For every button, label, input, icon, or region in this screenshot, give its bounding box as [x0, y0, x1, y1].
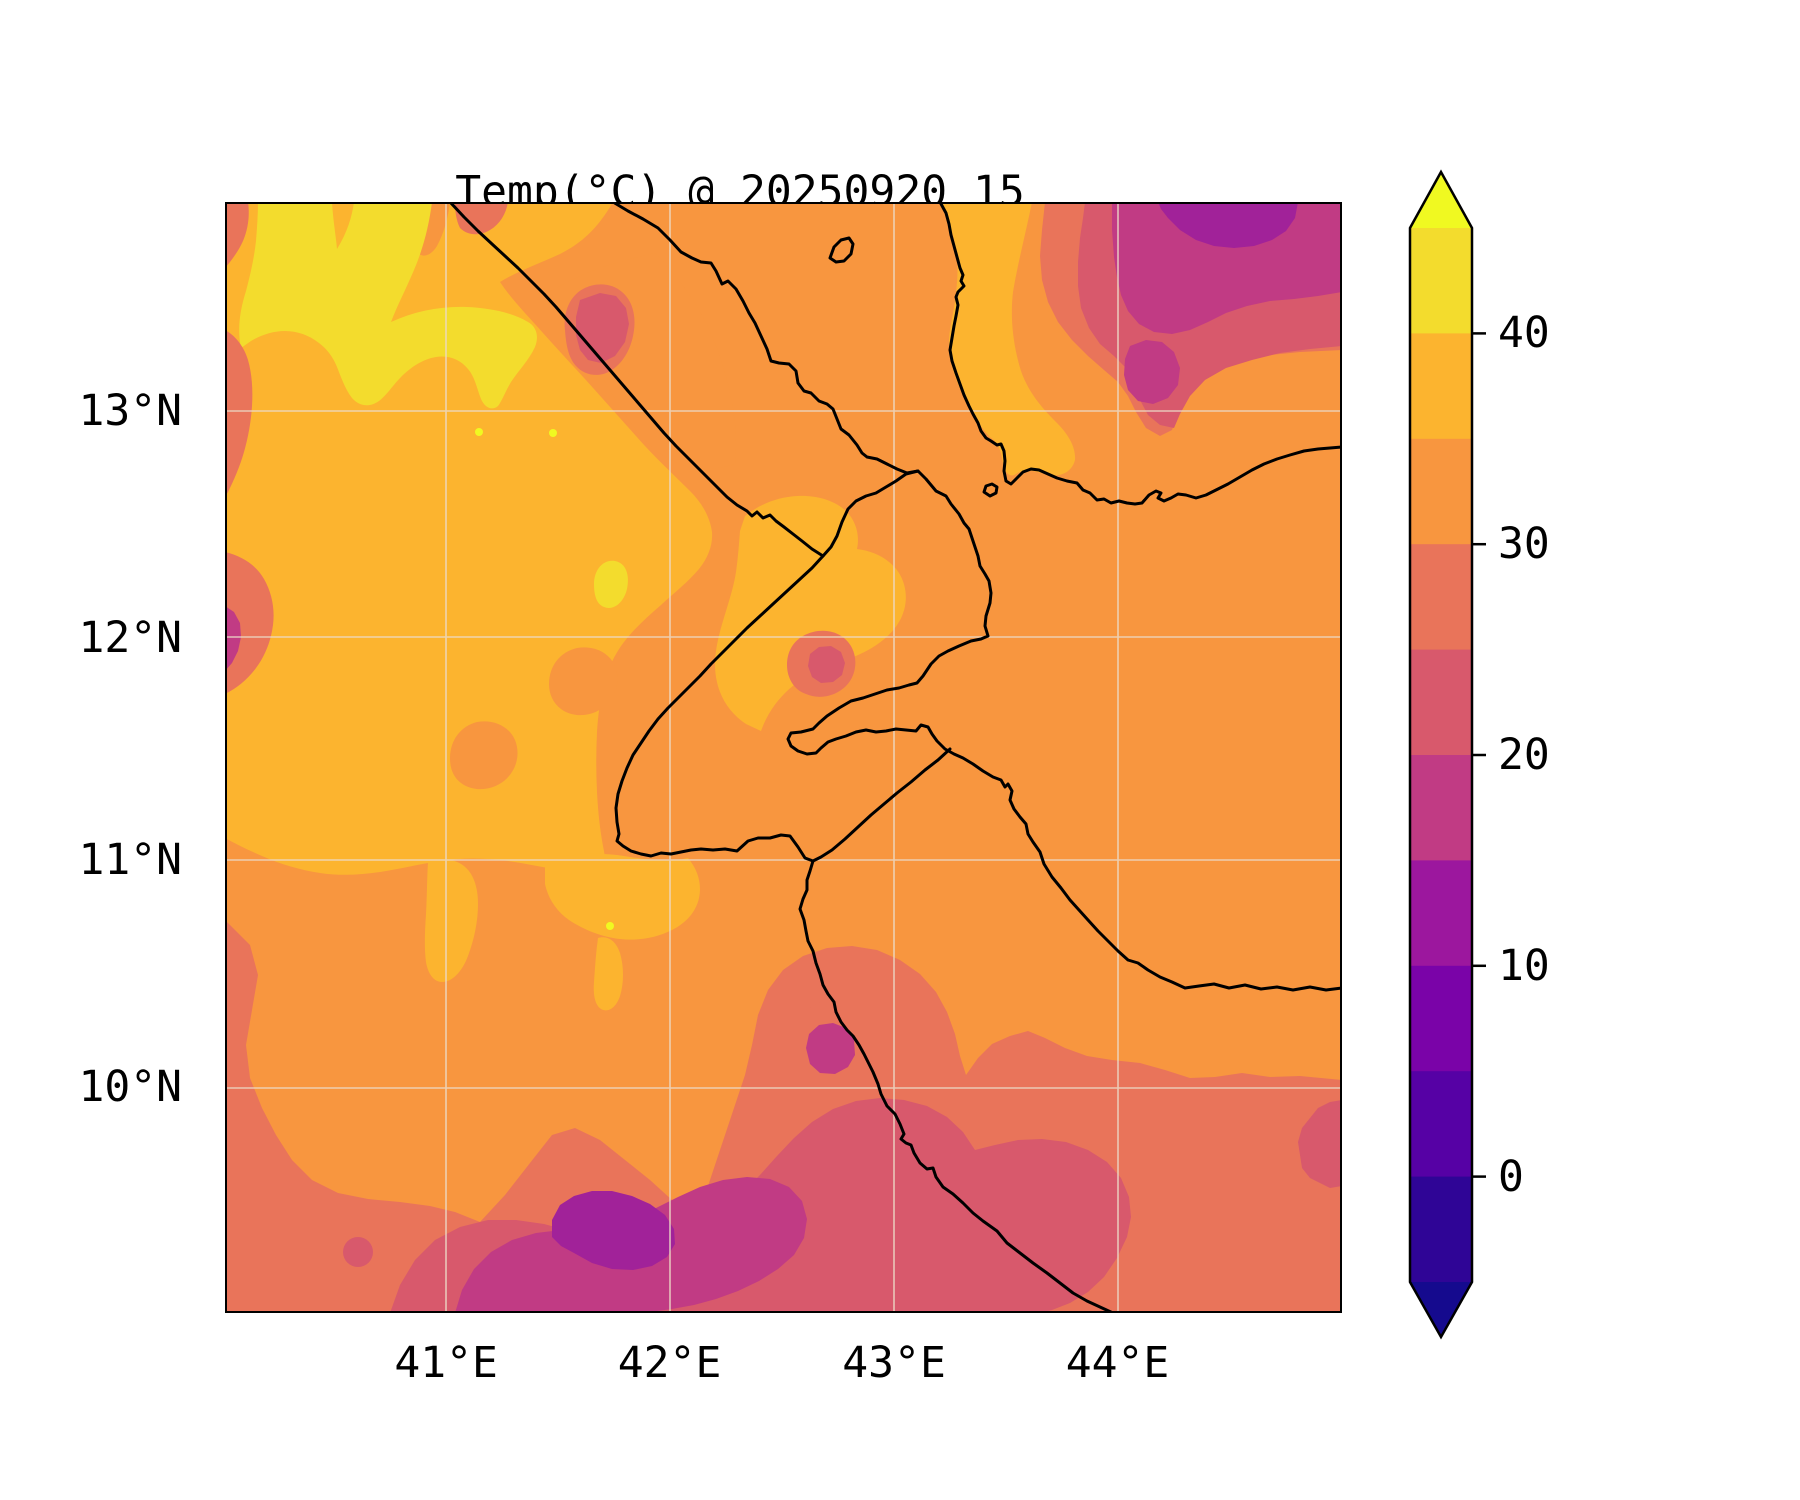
x-tick-label: 43°E: [842, 1338, 946, 1388]
colorbar-tick-label: 10: [1498, 940, 1550, 991]
border-eritrea-ethiopia-djibouti: [448, 202, 920, 558]
x-tick-label: 42°E: [617, 1338, 722, 1388]
coastline-yemen: [938, 202, 1342, 506]
colorbar-band: [1410, 860, 1472, 967]
y-tick-label: 13°N: [78, 385, 182, 436]
colorbar-band: [1410, 438, 1472, 545]
y-tick-label: 12°N: [78, 612, 182, 663]
border-ethiopia-djibouti-south: [614, 554, 825, 863]
island-perim: [982, 482, 999, 498]
island-redsea: [828, 236, 855, 264]
colorbar-tick-label: 0: [1498, 1151, 1524, 1202]
colorbar-band: [1410, 1071, 1472, 1178]
band-10-15: [552, 202, 1298, 1270]
colorbar-bands: [1410, 172, 1472, 1337]
colorbar-band: [1410, 333, 1472, 440]
x-tick-label: 44°E: [1065, 1338, 1170, 1388]
border-ethiopia-somaliland: [798, 859, 1115, 1313]
colorbar-band: [1410, 755, 1472, 861]
colorbar-tick-label: 20: [1498, 730, 1550, 780]
colorbar-band: [1410, 649, 1472, 756]
colorbar-outline: [1408, 169, 1474, 1340]
x-tick-label: 41°E: [394, 1338, 498, 1388]
colorbar-tick-marks: [1472, 332, 1486, 1178]
colorbar: [1408, 169, 1486, 1340]
colorbar-tick-label: 40: [1498, 308, 1550, 359]
band-over-45-specks: [475, 428, 614, 930]
colorbar-over-arrow: [1410, 172, 1472, 228]
colorbar-under-arrow: [1410, 1282, 1472, 1337]
colorbar-band: [1410, 965, 1472, 1072]
graticule-gridlines: [225, 202, 1342, 1313]
y-tick-label: 11°N: [78, 834, 182, 885]
colorbar-band: [1410, 1176, 1472, 1283]
colorbar-band: [1410, 228, 1472, 334]
contour-field: [225, 202, 1342, 1313]
border-djibouti-somaliland: [811, 747, 952, 863]
temperature-map: [225, 202, 1342, 1313]
coastline-west-redsea-tadjoura: [611, 202, 1342, 992]
colorbar-tick-label: 30: [1498, 519, 1550, 570]
band-40-45: [239, 202, 628, 608]
map-panel: [225, 202, 1342, 1313]
colorbar-band: [1410, 544, 1472, 651]
y-tick-label: 10°N: [78, 1062, 182, 1113]
